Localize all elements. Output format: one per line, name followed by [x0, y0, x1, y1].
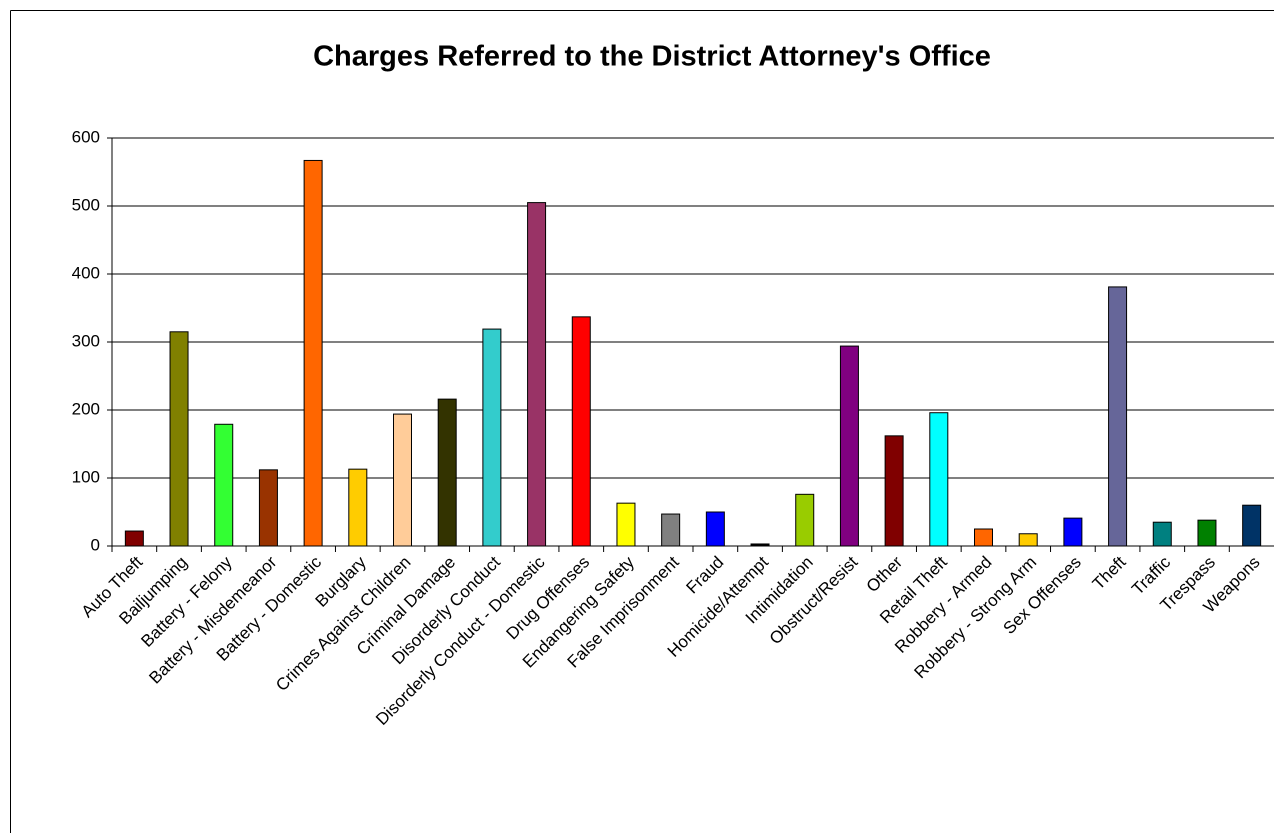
- x-tick-label: Theft: [1089, 552, 1130, 593]
- bar: [214, 423, 234, 547]
- bar: [169, 331, 189, 547]
- y-tick-label: 0: [91, 535, 100, 554]
- bar: [393, 413, 412, 547]
- bar: [258, 469, 278, 547]
- bar: [348, 468, 368, 547]
- bar: [1018, 533, 1038, 547]
- bar: [482, 328, 502, 547]
- y-tick-label: 600: [72, 127, 100, 146]
- bar: [1108, 286, 1128, 547]
- bar: [705, 511, 725, 547]
- bar: [1152, 521, 1172, 547]
- bar: [124, 530, 144, 547]
- bar: [1197, 519, 1217, 547]
- y-tick-label: 400: [72, 263, 100, 282]
- bar: [303, 159, 323, 547]
- bar: [1242, 504, 1262, 547]
- bar: [661, 513, 681, 547]
- y-tick-label: 100: [72, 467, 100, 486]
- chart-title: Charges Referred to the District Attorne…: [313, 41, 991, 73]
- bar: [884, 435, 904, 547]
- bar: [571, 316, 591, 547]
- bar: [1063, 517, 1083, 547]
- bar: [839, 345, 859, 547]
- bar: [527, 202, 547, 547]
- y-tick-label: 500: [72, 195, 100, 214]
- bar: [616, 502, 636, 547]
- bar: [795, 493, 815, 547]
- y-tick-label: 200: [72, 399, 100, 418]
- bar: [974, 528, 993, 547]
- x-tick-label: Sex Offenses: [1000, 553, 1085, 638]
- bar: [929, 412, 949, 547]
- bar: [437, 398, 457, 547]
- y-tick-label: 300: [72, 331, 100, 350]
